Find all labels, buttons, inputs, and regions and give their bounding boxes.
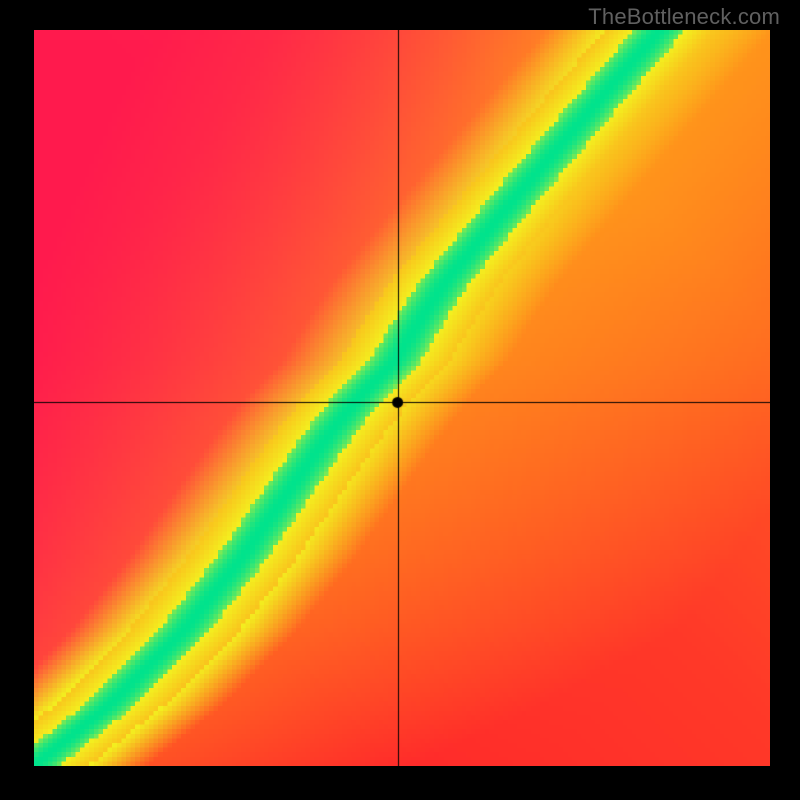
watermark-text: TheBottleneck.com (588, 4, 780, 30)
chart-container: TheBottleneck.com (0, 0, 800, 800)
heatmap-canvas (34, 30, 770, 766)
